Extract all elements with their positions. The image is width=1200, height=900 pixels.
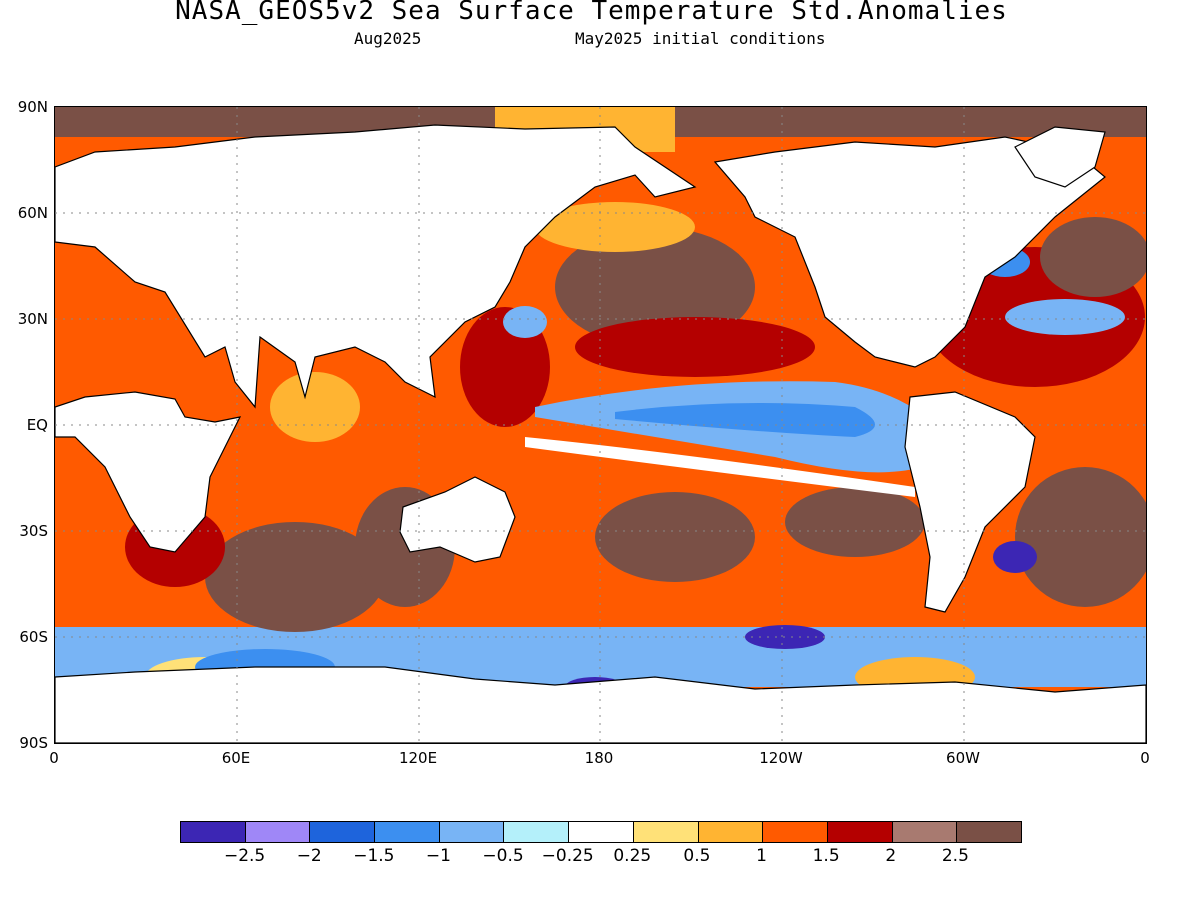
cool-anomaly-patches (55, 247, 1125, 697)
map-canvas (55, 107, 1146, 743)
colorbar-tick-label: 1.5 (812, 846, 840, 866)
greenland (1014, 126, 1106, 188)
colorbar-tick-label: 1 (756, 846, 767, 866)
sst-anomaly-map (54, 106, 1147, 744)
colorbar-swatch (375, 822, 440, 842)
colorbar-swatch (698, 822, 764, 842)
colorbar-swatch (827, 822, 893, 842)
colorbar-tick-label: −0.5 (482, 846, 524, 866)
y-label-90s: 90S (19, 734, 48, 752)
y-label-60s: 60S (19, 628, 48, 646)
colorbar-swatch (181, 822, 246, 842)
colorbar-tick-label: 0.5 (683, 846, 711, 866)
land-masses (55, 124, 1146, 743)
colorbar-swatch (957, 822, 1021, 842)
colorbar-tick-label: −2.5 (223, 846, 266, 866)
grid-lines (55, 107, 1146, 743)
x-label-120e: 120E (398, 749, 438, 767)
colorbar-swatch (245, 822, 311, 842)
colorbar-tick-label: −1 (425, 846, 451, 866)
colorbar-swatch (633, 822, 699, 842)
x-label-60w: 60W (946, 749, 980, 767)
x-label-120w: 120W (759, 749, 803, 767)
colorbar-tick-label: 2.5 (941, 846, 969, 866)
valid-month-label: Aug2025 (354, 29, 422, 48)
y-label-90n: 90N (17, 98, 48, 116)
y-label-60n: 60N (17, 204, 48, 222)
y-label-30n: 30N (17, 310, 48, 328)
africa (55, 391, 242, 553)
y-label-eq: EQ (26, 416, 48, 434)
initial-conditions-label: May2025 initial conditions (575, 29, 826, 48)
x-label-60e: 60E (221, 749, 251, 767)
south-america (904, 391, 1036, 613)
x-label-0: 0 (49, 749, 59, 767)
colorbar-tick-label: −2 (296, 846, 322, 866)
x-label-0-end: 0 (1140, 749, 1150, 767)
colorbar-tick-label: 0.25 (613, 846, 652, 866)
colorbar (180, 821, 1022, 843)
australia (399, 476, 516, 563)
map-title: NASA_GEOS5v2 Sea Surface Temperature Std… (175, 0, 1008, 26)
eurasia (55, 124, 697, 409)
colorbar-swatch (439, 822, 505, 842)
colorbar-swatch (892, 822, 958, 842)
north-america (713, 136, 1106, 368)
antarctica (55, 666, 1146, 743)
colorbar-tick-label: −1.5 (353, 846, 395, 866)
colorbar-tick-label: −0.25 (541, 846, 594, 866)
colorbar-swatch (504, 822, 570, 842)
colorbar-tick-label: 2 (885, 846, 897, 866)
colorbar-swatch (763, 822, 828, 842)
y-label-30s: 30S (19, 522, 48, 540)
x-label-180: 180 (584, 749, 614, 767)
colorbar-swatch (569, 822, 634, 842)
colorbar-swatch (310, 822, 376, 842)
